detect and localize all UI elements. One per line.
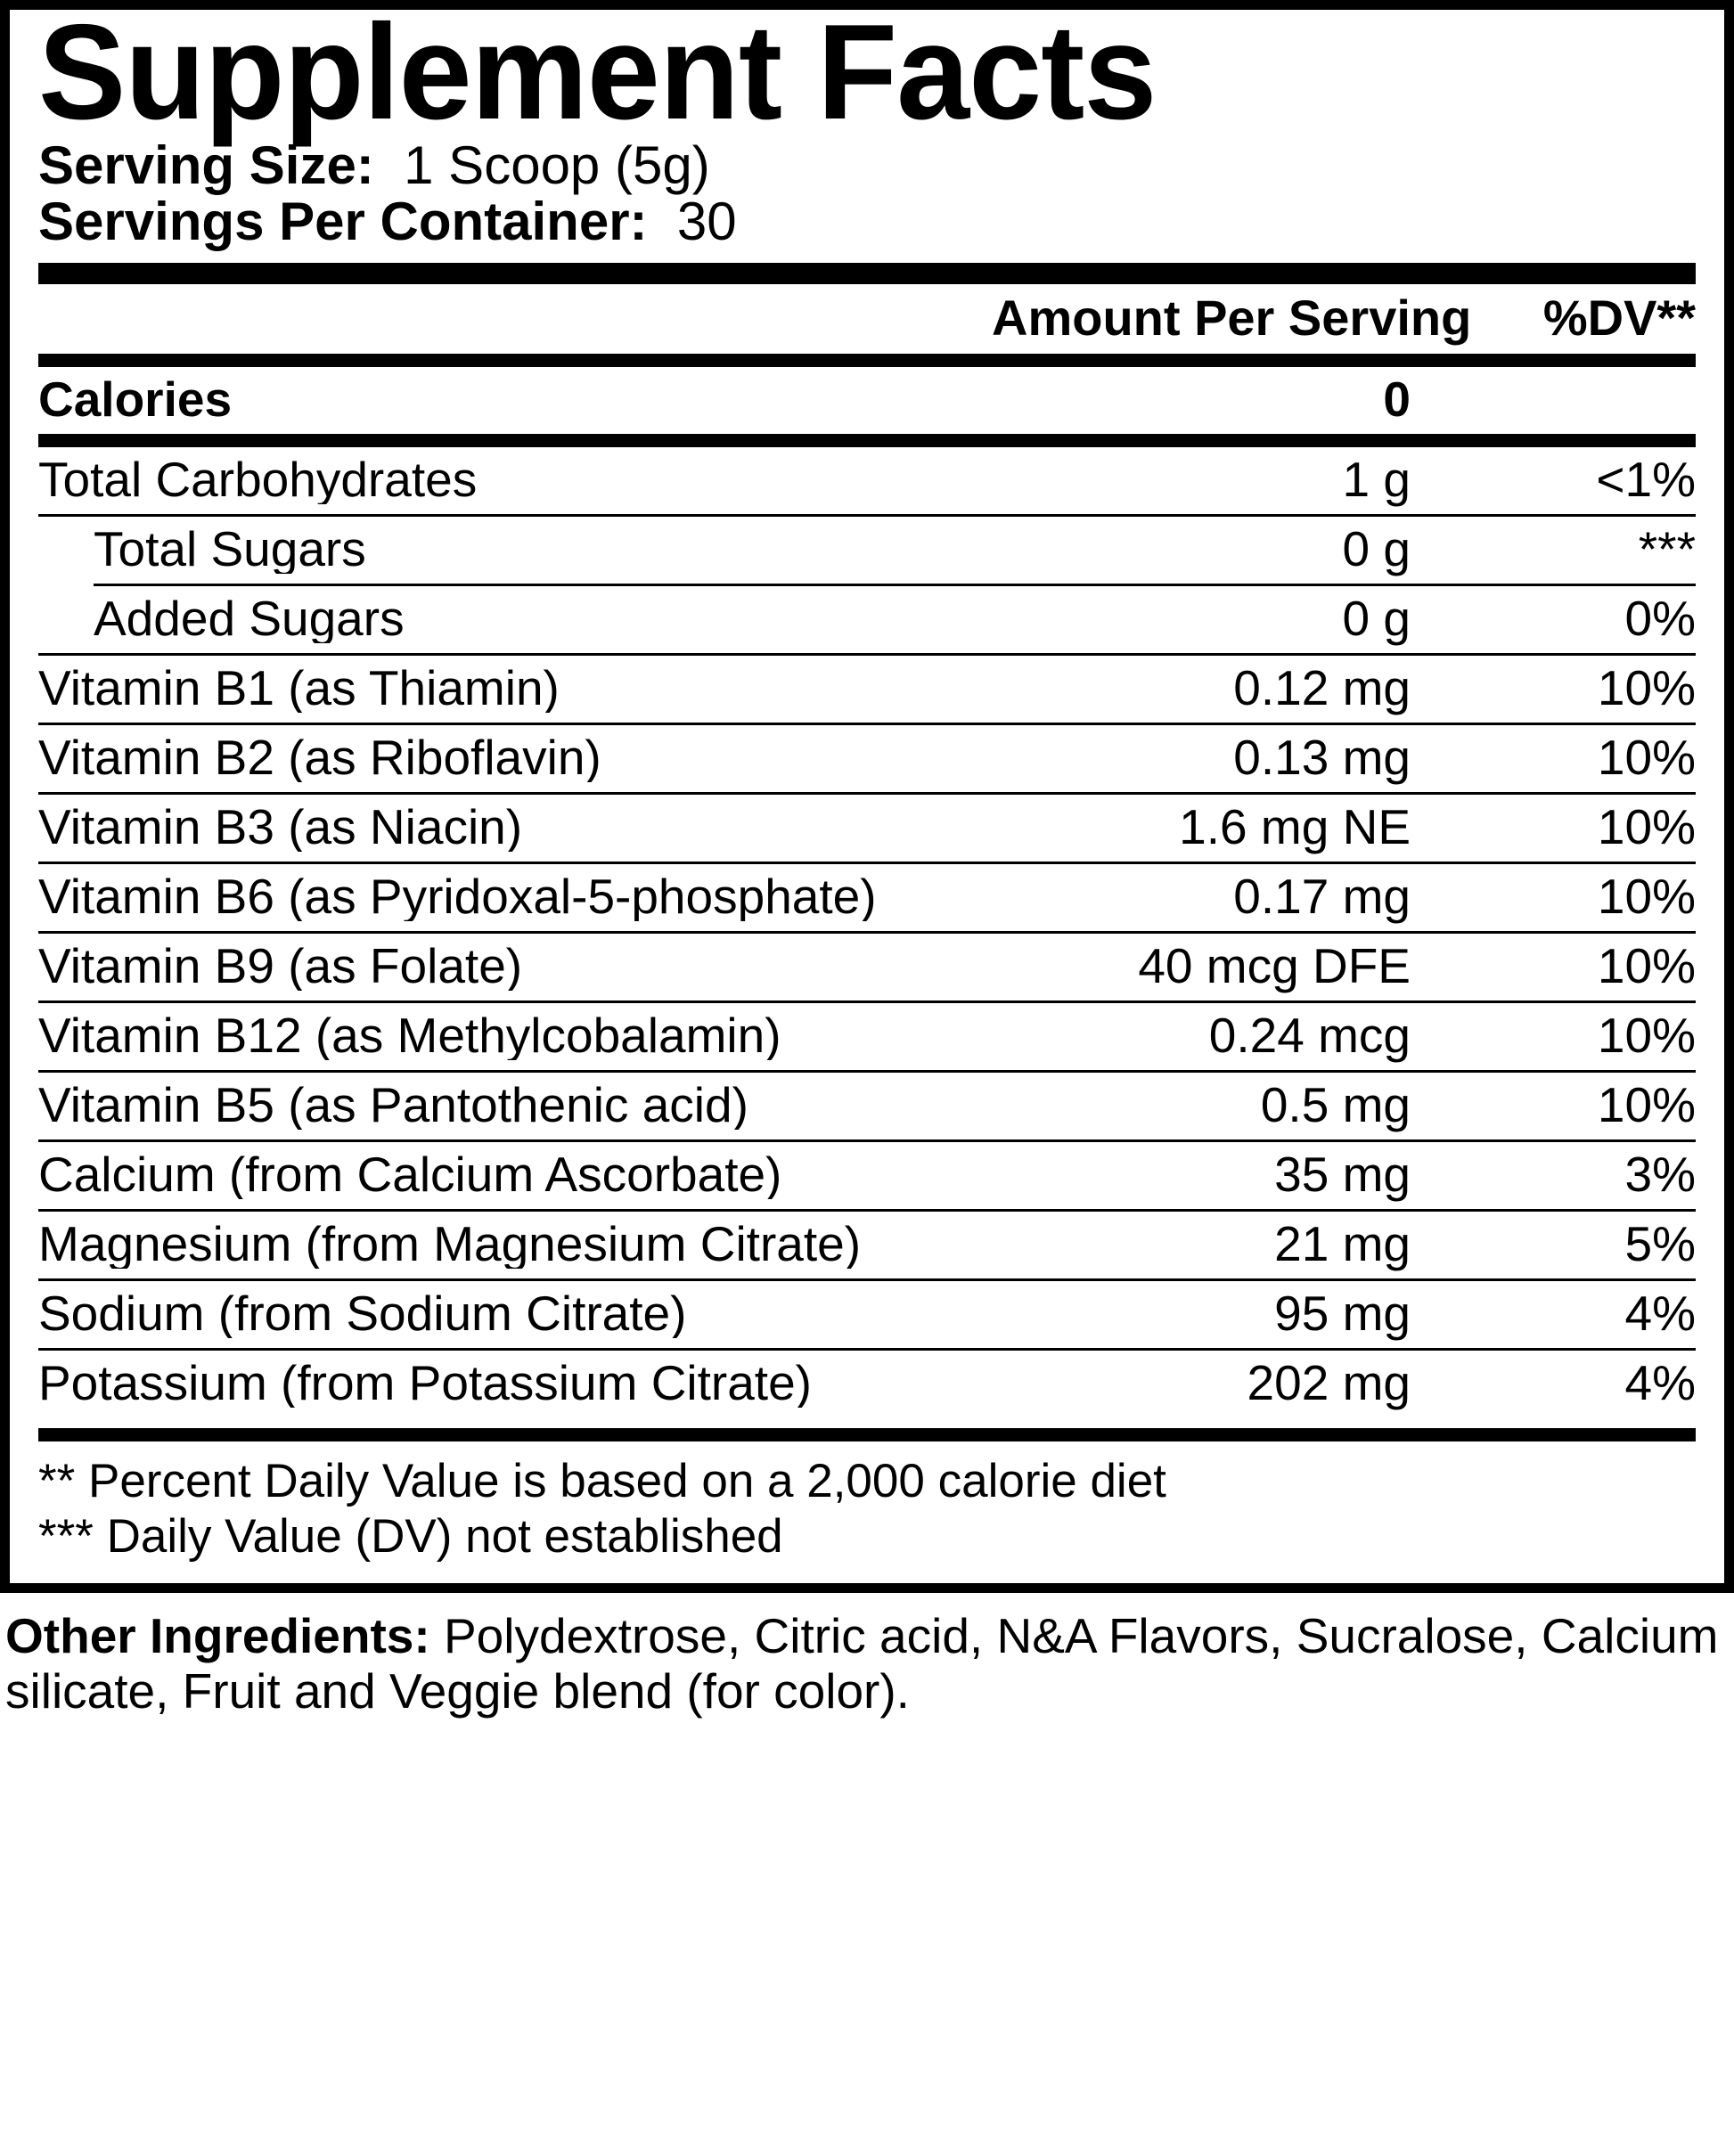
nutrient-name: Vitamin B1 (as Thiamin) [38, 664, 560, 714]
nutrient-amount: 1 g [1342, 452, 1411, 508]
table-row-calories: Calories 0 [38, 367, 1696, 434]
nutrient-name: Sodium (from Sodium Citrate) [38, 1289, 687, 1339]
table-row-added-sugars: Added Sugars 0 g 0% [38, 586, 1696, 653]
table-row-sodium: Sodium (from Sodium Citrate) 95 mg 4% [38, 1281, 1696, 1348]
nutrient-dv: 3% [1624, 1147, 1697, 1203]
table-row-potassium: Potassium (from Potassium Citrate) 202 m… [38, 1351, 1696, 1417]
nutrient-dv: 4% [1624, 1286, 1697, 1342]
nutrient-amount: 0.17 mg [1233, 869, 1411, 925]
nutrient-dv: *** [1638, 521, 1696, 577]
row-divider [38, 1139, 1696, 1143]
row-divider [38, 931, 1696, 935]
nutrient-name: Magnesium (from Magnesium Citrate) [38, 1220, 862, 1270]
nutrient-amount: 202 mg [1247, 1355, 1411, 1411]
nutrient-dv: 10% [1597, 1077, 1696, 1133]
serving-size-label: Serving Size: [38, 135, 374, 195]
column-header-dv: %DV** [1542, 290, 1696, 347]
nutrient-name: Vitamin B5 (as Pantothenic acid) [38, 1081, 748, 1131]
nutrient-dv: 10% [1597, 869, 1696, 925]
nutrient-name: Calories [38, 375, 233, 425]
row-divider [38, 1000, 1696, 1004]
nutrient-amount: 21 mg [1274, 1216, 1411, 1272]
row-divider [38, 1070, 1696, 1074]
table-column-header-row: Amount Per Serving %DV** [38, 284, 1696, 354]
row-divider [38, 1209, 1696, 1213]
nutrient-dv: 4% [1624, 1355, 1697, 1411]
divider-thick-footnotes [38, 1428, 1696, 1442]
nutrient-dv: 10% [1597, 730, 1696, 786]
table-row-total-sugars: Total Sugars 0 g *** [38, 517, 1696, 584]
table-row-vitamin-b2: Vitamin B2 (as Riboflavin) 0.13 mg 10% [38, 725, 1696, 792]
nutrient-dv: 10% [1597, 1008, 1696, 1064]
nutrient-dv: 10% [1597, 660, 1696, 716]
nutrient-name: Added Sugars [94, 594, 405, 644]
row-divider [94, 584, 1696, 587]
nutrient-name: Vitamin B2 (as Riboflavin) [38, 733, 601, 783]
serving-size-value: 1 Scoop (5g) [389, 135, 710, 195]
row-divider [38, 723, 1696, 726]
row-divider [38, 1278, 1696, 1282]
table-row-vitamin-b9: Vitamin B9 (as Folate) 40 mcg DFE 10% [38, 934, 1696, 1000]
supplement-facts-panel: Supplement Facts Serving Size: 1 Scoop (… [0, 0, 1734, 1594]
row-divider [38, 792, 1696, 796]
nutrient-name: Potassium (from Potassium Citrate) [38, 1359, 812, 1409]
nutrient-dv: 10% [1597, 799, 1696, 855]
nutrient-amount: 0.5 mg [1260, 1077, 1411, 1133]
nutrient-dv: 10% [1597, 938, 1696, 994]
nutrient-name: Total Sugars [94, 525, 366, 575]
nutrient-dv: 0% [1624, 591, 1697, 647]
footnote-daily-value-basis: ** Percent Daily Value is based on a 2,0… [38, 1455, 1166, 1508]
table-row-magnesium: Magnesium (from Magnesium Citrate) 21 mg… [38, 1212, 1696, 1278]
table-row-vitamin-b6: Vitamin B6 (as Pyridoxal-5-phosphate) 0.… [38, 864, 1696, 931]
other-ingredients-text: Polydextrose, Citric acid, N&A Flavors, … [5, 1608, 1732, 1719]
nutrient-name: Calcium (from Calcium Ascorbate) [38, 1150, 782, 1200]
servings-per-container-line: Servings Per Container: 30 [38, 194, 1696, 249]
row-divider [38, 653, 1696, 657]
row-divider [38, 514, 1696, 518]
nutrient-amount: 95 mg [1274, 1286, 1411, 1342]
nutrient-amount: 1.6 mg NE [1179, 799, 1411, 855]
nutrient-amount: 0 g [1342, 591, 1411, 647]
row-divider [38, 862, 1696, 865]
other-ingredients: Other Ingredients: Polydextrose, Citric … [0, 1593, 1734, 1719]
footnote-dv-not-established: *** Daily Value (DV) not established [38, 1509, 783, 1563]
table-row-vitamin-b3: Vitamin B3 (as Niacin) 1.6 mg NE 10% [38, 795, 1696, 862]
row-divider [38, 1348, 1696, 1352]
servings-per-container-value: 30 [662, 191, 737, 251]
table-row-vitamin-b12: Vitamin B12 (as Methylcobalamin) 0.24 mc… [38, 1003, 1696, 1070]
nutrient-dv: <1% [1596, 452, 1696, 508]
nutrient-amount: 35 mg [1274, 1147, 1411, 1203]
table-row-total-carbohydrates: Total Carbohydrates 1 g <1% [38, 447, 1696, 514]
nutrient-amount: 0.12 mg [1233, 660, 1411, 716]
nutrient-name: Total Carbohydrates [38, 455, 478, 505]
nutrient-name: Vitamin B3 (as Niacin) [38, 803, 523, 853]
divider-thick-calories [38, 434, 1696, 448]
nutrient-amount: 40 mcg DFE [1138, 938, 1411, 994]
footnotes: ** Percent Daily Value is based on a 2,0… [38, 1441, 1696, 1583]
table-row-calcium: Calcium (from Calcium Ascorbate) 35 mg 3… [38, 1142, 1696, 1209]
column-header-amount: Amount Per Serving [992, 290, 1472, 347]
nutrient-amount: 0.13 mg [1233, 730, 1411, 786]
serving-size-line: Serving Size: 1 Scoop (5g) [38, 138, 1696, 192]
nutrient-name: Vitamin B12 (as Methylcobalamin) [38, 1011, 781, 1061]
nutrient-dv: 5% [1624, 1216, 1697, 1272]
servings-per-container-label: Servings Per Container: [38, 191, 648, 251]
table-row-vitamin-b5: Vitamin B5 (as Pantothenic acid) 0.5 mg … [38, 1073, 1696, 1139]
nutrient-name: Vitamin B6 (as Pyridoxal-5-phosphate) [38, 872, 877, 922]
nutrient-amount: 0.24 mcg [1208, 1008, 1411, 1064]
page-title: Supplement Facts [38, 0, 1157, 148]
table-row-vitamin-b1: Vitamin B1 (as Thiamin) 0.12 mg 10% [38, 656, 1696, 723]
nutrient-amount: 0 [1383, 372, 1411, 428]
divider-thick-header [38, 354, 1696, 368]
nutrient-amount: 0 g [1342, 521, 1411, 577]
other-ingredients-label: Other Ingredients: [5, 1608, 430, 1664]
nutrient-name: Vitamin B9 (as Folate) [38, 942, 523, 992]
divider-thick-top [38, 263, 1696, 285]
